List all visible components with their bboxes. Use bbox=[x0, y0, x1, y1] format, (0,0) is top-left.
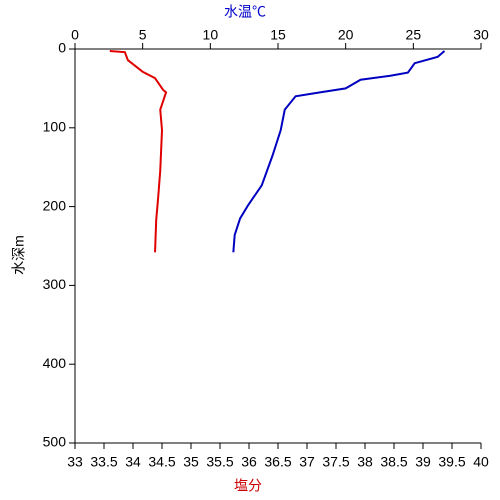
x-tick-label: 38.5 bbox=[380, 454, 407, 470]
x-tick-label: 33 bbox=[67, 454, 83, 470]
y-axis-title: 水深m bbox=[11, 235, 27, 275]
y-tick-label: 300 bbox=[43, 276, 67, 292]
x-tick-label: 37.5 bbox=[322, 454, 349, 470]
x2-axis-title: 水温℃ bbox=[224, 4, 266, 20]
x2-tick-label: 15 bbox=[270, 27, 286, 43]
x-tick-label: 39.5 bbox=[438, 454, 465, 470]
x2-tick-label: 5 bbox=[139, 27, 147, 43]
x2-tick-label: 0 bbox=[71, 27, 79, 43]
y-tick-label: 500 bbox=[43, 434, 67, 450]
x-tick-label: 38 bbox=[357, 454, 373, 470]
x-axis-title: 塩分 bbox=[234, 478, 262, 494]
x-tick-label: 37 bbox=[299, 454, 315, 470]
x-tick-label: 34 bbox=[125, 454, 141, 470]
x-tick-label: 33.5 bbox=[90, 454, 117, 470]
x-tick-label: 36.5 bbox=[264, 454, 291, 470]
x-tick-label: 35.5 bbox=[206, 454, 233, 470]
y-tick-label: 400 bbox=[43, 355, 67, 371]
x2-tick-label: 10 bbox=[203, 27, 219, 43]
x2-tick-label: 20 bbox=[338, 27, 354, 43]
y-tick-label: 100 bbox=[43, 119, 67, 135]
x-tick-label: 40 bbox=[473, 454, 489, 470]
y-tick-label: 0 bbox=[58, 40, 66, 56]
x-tick-label: 36 bbox=[241, 454, 257, 470]
x-tick-label: 34.5 bbox=[148, 454, 175, 470]
x-tick-label: 35 bbox=[183, 454, 199, 470]
x2-tick-label: 25 bbox=[406, 27, 422, 43]
series-line bbox=[109, 49, 168, 253]
y-tick-label: 200 bbox=[43, 197, 67, 213]
x2-tick-label: 30 bbox=[473, 27, 489, 43]
x-tick-label: 39 bbox=[415, 454, 431, 470]
series-line bbox=[232, 50, 446, 253]
